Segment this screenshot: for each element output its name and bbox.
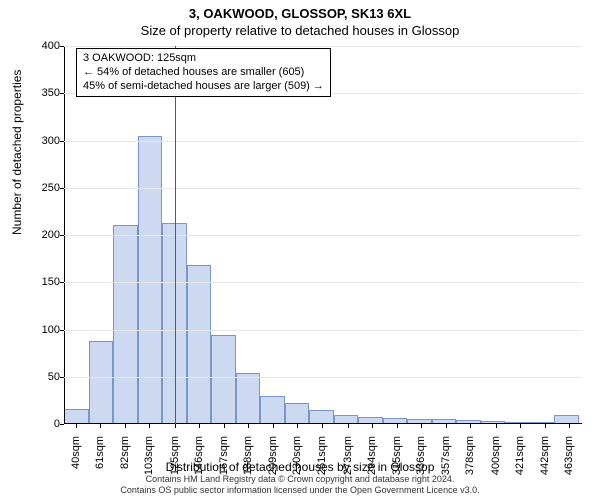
histogram-bar: [113, 225, 138, 424]
x-tick-mark: [348, 424, 349, 428]
annotation-line: 45% of semi-detached houses are larger (…: [83, 80, 324, 94]
histogram-bar: [236, 373, 261, 424]
x-tick-mark: [397, 424, 398, 428]
y-tick-mark: [60, 282, 64, 283]
grid-line: [64, 377, 582, 378]
x-tick-mark: [322, 424, 323, 428]
y-tick-label: 350: [20, 87, 60, 99]
y-tick-label: 100: [20, 324, 60, 336]
histogram-bar: [285, 403, 310, 424]
y-tick-mark: [60, 141, 64, 142]
x-tick-mark: [297, 424, 298, 428]
chart-title-main: 3, OAKWOOD, GLOSSOP, SK13 6XL: [0, 6, 600, 21]
footer-line1: Contains HM Land Registry data © Crown c…: [0, 474, 600, 485]
y-tick-label: 250: [20, 182, 60, 194]
histogram-bar: [64, 409, 89, 424]
footer-attribution: Contains HM Land Registry data © Crown c…: [0, 474, 600, 496]
grid-line: [64, 46, 582, 47]
x-tick-mark: [175, 424, 176, 428]
histogram-bar: [309, 410, 334, 424]
y-tick-mark: [60, 377, 64, 378]
y-tick-mark: [60, 46, 64, 47]
x-tick-mark: [470, 424, 471, 428]
x-tick-mark: [446, 424, 447, 428]
y-tick-mark: [60, 188, 64, 189]
x-tick-mark: [76, 424, 77, 428]
x-axis-line: [64, 423, 582, 424]
x-tick-mark: [248, 424, 249, 428]
y-tick-label: 300: [20, 135, 60, 147]
x-tick-mark: [520, 424, 521, 428]
grid-line: [64, 141, 582, 142]
x-tick-mark: [100, 424, 101, 428]
histogram-bar: [211, 335, 236, 424]
annotation-box: 3 OAKWOOD: 125sqm← 54% of detached house…: [76, 48, 331, 97]
y-tick-mark: [60, 235, 64, 236]
x-tick-mark: [372, 424, 373, 428]
plot-area: 3 OAKWOOD: 125sqm← 54% of detached house…: [64, 46, 582, 424]
x-tick-mark: [273, 424, 274, 428]
x-tick-mark: [199, 424, 200, 428]
y-tick-label: 0: [20, 418, 60, 430]
grid-line: [64, 188, 582, 189]
grid-line: [64, 330, 582, 331]
y-tick-mark: [60, 330, 64, 331]
chart-container: 3, OAKWOOD, GLOSSOP, SK13 6XL Size of pr…: [0, 0, 600, 500]
grid-line: [64, 235, 582, 236]
x-tick-mark: [125, 424, 126, 428]
histogram-bar: [89, 341, 114, 424]
footer-line2: Contains OS public sector information li…: [0, 485, 600, 496]
x-tick-mark: [569, 424, 570, 428]
x-tick-mark: [421, 424, 422, 428]
y-tick-mark: [60, 93, 64, 94]
histogram-bar: [187, 265, 212, 424]
histogram-bar: [138, 136, 163, 424]
x-axis-label: Distribution of detached houses by size …: [0, 460, 600, 474]
chart-title-sub: Size of property relative to detached ho…: [0, 23, 600, 38]
x-tick-mark: [224, 424, 225, 428]
y-tick-label: 50: [20, 371, 60, 383]
y-tick-label: 400: [20, 40, 60, 52]
x-tick-mark: [545, 424, 546, 428]
x-tick-mark: [496, 424, 497, 428]
y-tick-label: 150: [20, 276, 60, 288]
annotation-line: 3 OAKWOOD: 125sqm: [83, 52, 324, 66]
marker-line: [175, 46, 176, 424]
annotation-line: ← 54% of detached houses are smaller (60…: [83, 66, 324, 80]
histogram-bar: [260, 396, 285, 424]
x-tick-mark: [149, 424, 150, 428]
y-tick-label: 200: [20, 229, 60, 241]
grid-line: [64, 282, 582, 283]
y-tick-mark: [60, 424, 64, 425]
